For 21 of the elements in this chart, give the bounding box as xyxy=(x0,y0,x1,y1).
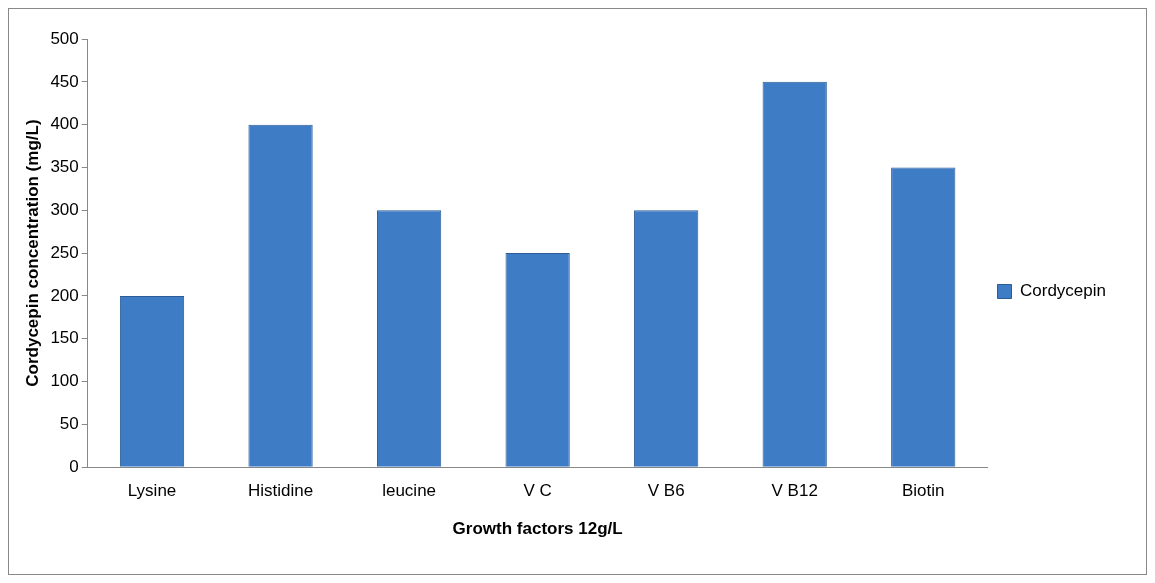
y-tick-label: 200 xyxy=(50,285,79,305)
x-axis-title: Growth factors 12g/L xyxy=(452,519,623,539)
y-tick-label: 50 xyxy=(59,414,79,434)
x-tick-label: V B12 xyxy=(771,481,818,501)
x-tick-label: Histidine xyxy=(247,481,314,501)
y-tick-label: 350 xyxy=(50,157,79,177)
y-tick-label: 100 xyxy=(50,371,79,391)
x-tick-label: leucine xyxy=(382,481,437,501)
y-axis-title: Cordycepin concentration (mg/L) xyxy=(22,119,42,387)
y-tick-label: 450 xyxy=(50,71,79,91)
y-tick-label: 300 xyxy=(50,199,79,219)
x-tick-label: V C xyxy=(523,481,552,501)
y-tick-label: 0 xyxy=(69,456,79,476)
x-tick-label: Lysine xyxy=(127,481,177,501)
y-tick-label: 400 xyxy=(50,114,79,134)
y-tick-label: 250 xyxy=(50,242,79,262)
legend-label: Cordycepin xyxy=(1020,281,1107,301)
y-tick-label: 500 xyxy=(50,28,79,48)
x-tick-label: Biotin xyxy=(901,481,945,501)
x-tick-label: V B6 xyxy=(647,481,685,501)
y-tick-label: 150 xyxy=(50,328,79,348)
